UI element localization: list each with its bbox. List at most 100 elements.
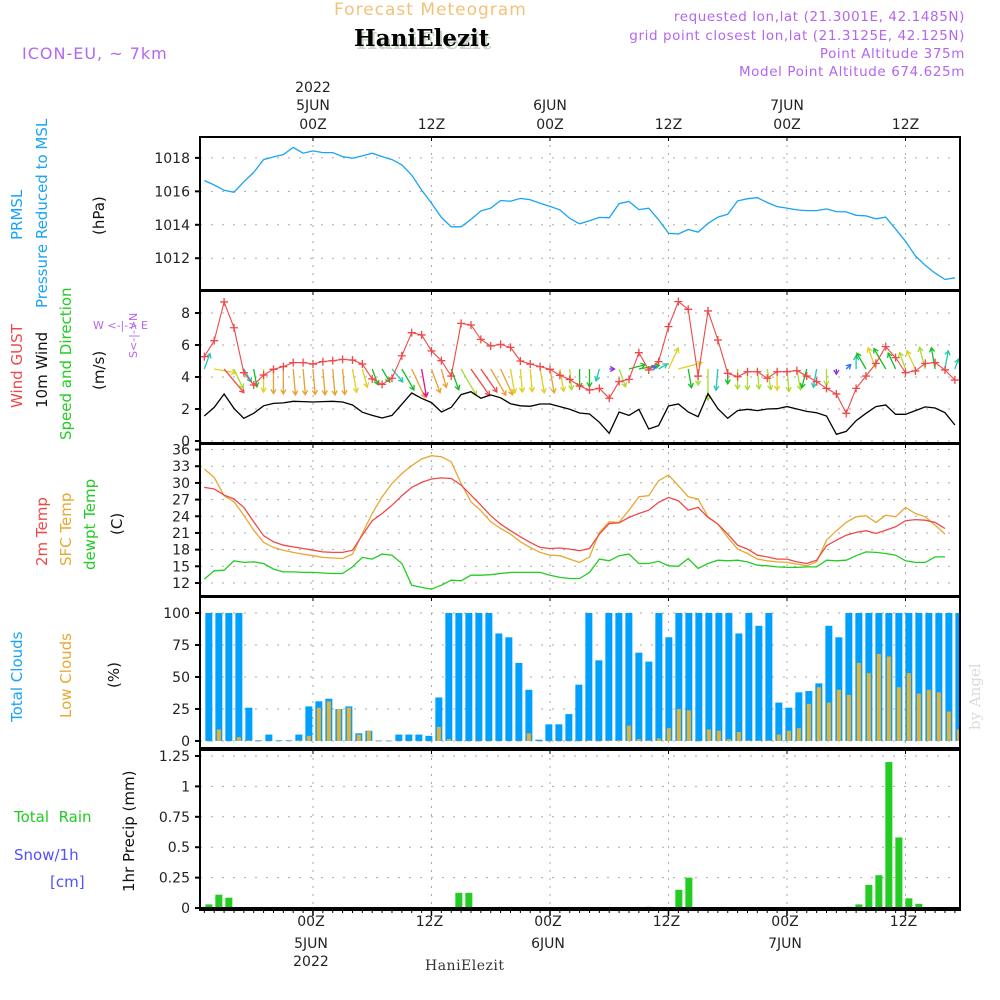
wind-arrow-shaft — [322, 368, 326, 395]
gust-marker — [585, 385, 594, 394]
wind-arrow-shaft — [549, 368, 555, 393]
gust-marker — [753, 367, 762, 376]
total-clouds-bar — [635, 652, 643, 741]
wind-arrow-shaft — [801, 368, 808, 388]
wind-arrow — [490, 368, 507, 397]
total-clouds-bar — [395, 734, 403, 741]
wind-arrow — [401, 368, 415, 392]
wind-arrow-shaft — [887, 352, 897, 370]
wind-arrow-head — [528, 386, 535, 393]
total-clouds-bar — [215, 612, 223, 741]
low-clouds-bar — [736, 732, 741, 741]
low-clouds-bar — [366, 730, 371, 741]
gust-marker — [684, 305, 693, 314]
total-clouds-bar — [245, 707, 253, 741]
bottom-hour-label: 00Z — [534, 914, 561, 930]
top-date-label: 6JUN — [533, 98, 567, 114]
y-tick-label: 24 — [172, 509, 190, 525]
wind-arrow-shaft — [812, 368, 818, 388]
total-clouds-bar — [515, 662, 523, 741]
wind-arrow-shaft — [918, 347, 926, 370]
wind-arrow-head — [292, 390, 299, 397]
wind-arrow — [687, 368, 694, 389]
gust-marker — [565, 375, 574, 384]
wind-arrow-head — [694, 380, 702, 387]
gust-marker — [832, 389, 841, 398]
wind-arrow-shaft — [898, 352, 907, 370]
wind-arrow-head — [205, 352, 212, 359]
wind-arrow-shaft — [312, 368, 316, 395]
wind-arrow — [331, 368, 338, 397]
wind-10m-line — [203, 390, 956, 436]
low-clouds-bar — [586, 740, 591, 741]
panel-frame — [199, 443, 961, 597]
wind-arrow — [905, 349, 916, 370]
gust-marker — [664, 322, 673, 331]
low-clouds-bar — [596, 740, 601, 742]
wind-arrow — [411, 368, 427, 399]
wind-arrow — [509, 368, 518, 395]
gust-marker — [713, 336, 722, 345]
gust-marker — [437, 356, 446, 365]
wind-arrow — [766, 368, 774, 391]
low-clouds-bar — [686, 710, 691, 741]
compass-we-icon: W <-|-> E — [93, 319, 148, 332]
low-clouds-bar — [566, 740, 571, 742]
wind-arrow — [954, 357, 960, 370]
low-clouds-bar — [416, 740, 421, 742]
wind-arrow-head — [873, 347, 879, 354]
gust-marker — [348, 356, 357, 365]
low-clouds-bar — [546, 740, 551, 742]
y-tick-label: 25 — [172, 702, 190, 718]
wind-arrow-shaft — [470, 368, 491, 396]
wind-arrow-shaft — [529, 368, 533, 392]
temp-sfc-line — [203, 455, 946, 567]
gust-marker — [378, 380, 387, 389]
low-clouds-bar — [906, 673, 911, 741]
total-clouds-bar — [915, 612, 923, 741]
gust-marker — [595, 384, 604, 393]
wind-arrow — [440, 368, 449, 389]
low-clouds-bar — [666, 728, 671, 741]
low-clouds-bar — [496, 740, 501, 742]
wind-arrow-shaft — [233, 368, 244, 389]
wind-arrow-head — [442, 382, 449, 389]
gust-marker — [871, 359, 880, 368]
gust-marker — [308, 360, 317, 369]
wind-arrow — [292, 368, 299, 397]
wind-arrow-head — [560, 386, 567, 393]
wind-arrow-head — [311, 389, 318, 396]
panel-frame — [199, 136, 961, 291]
total-clouds-bar — [485, 612, 493, 741]
y-tick-label: 21 — [172, 526, 190, 542]
panel-frame — [199, 290, 961, 444]
low-clouds-bar — [896, 687, 901, 741]
temp-dewpt-line — [203, 551, 945, 590]
wind-arrow-head — [856, 352, 862, 359]
low-clouds-bar — [716, 730, 721, 741]
rain-bar — [905, 898, 913, 909]
low-clouds-bar — [466, 740, 471, 742]
y-tick-label: 1.25 — [159, 749, 190, 765]
grid-layer — [200, 137, 960, 910]
wind-arrow-head — [492, 386, 498, 393]
gust-marker — [575, 381, 584, 390]
total-clouds-bar — [415, 734, 423, 741]
wind-arrow-head — [944, 349, 951, 356]
gust-marker — [200, 352, 209, 361]
total-clouds-bar — [955, 612, 960, 741]
wind-arrow-head — [341, 389, 348, 396]
low-clouds-bar — [286, 740, 291, 742]
top-hour-label: 00Z — [536, 117, 563, 133]
temp-2m-line — [204, 477, 946, 565]
low-clouds-bar — [696, 740, 701, 742]
wind-arrow-head — [280, 389, 287, 396]
gust-marker — [674, 297, 683, 306]
wind-arrow-shaft — [490, 368, 507, 396]
wind-arrow-head — [917, 346, 924, 353]
point-altitude: Point Altitude 375m — [819, 46, 965, 62]
low-clouds-bar — [396, 740, 401, 742]
model-point-altitude: Model Point Altitude 674.625m — [738, 64, 965, 80]
y-tick-label: 0 — [181, 434, 190, 450]
low-clouds-bar — [436, 726, 441, 741]
